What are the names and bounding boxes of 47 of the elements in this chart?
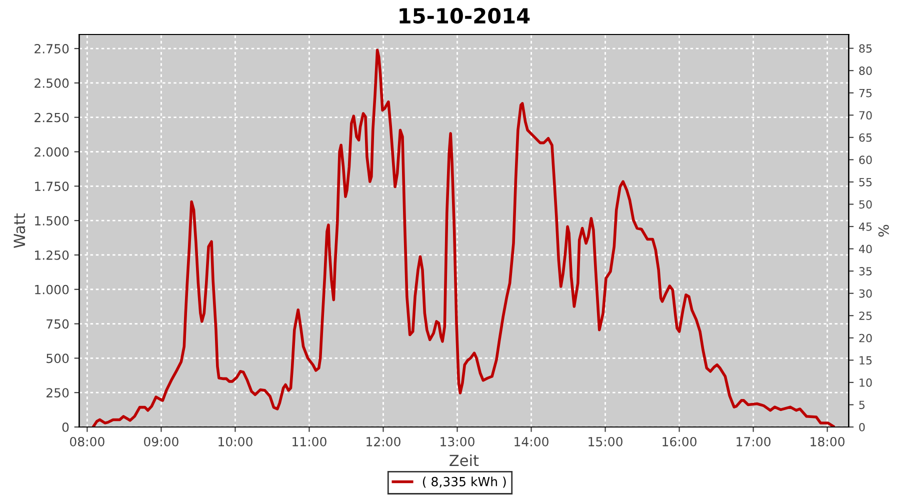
y-tick-label: 2.250: [34, 112, 69, 122]
chart-title: 15-10-2014: [400, 8, 530, 24]
y-tick-label: 1.500: [35, 216, 69, 226]
x-tick-label: 13:00: [440, 436, 474, 446]
y2-tick-label: 35: [859, 267, 872, 276]
x-tick-label: 18:00: [810, 436, 844, 446]
y-tick-label: 1.750: [35, 182, 69, 192]
y2-axis-title: %: [878, 224, 889, 237]
y-tick-label: 2.750: [34, 44, 69, 54]
x-tick-label: 15:00: [588, 436, 622, 446]
x-tick-label: 08:00: [70, 436, 104, 446]
y2-tick-label: 0: [859, 422, 865, 432]
y-tick-label: 1.000: [35, 284, 69, 294]
y-tick-label: 250: [46, 388, 69, 398]
y2-tick-label: 20: [859, 334, 872, 342]
x-tick-label: 11:00: [292, 436, 326, 446]
y2-tick-label: 10: [860, 378, 872, 387]
y2-tick-label: 85: [859, 44, 872, 53]
line-series: [92, 48, 835, 427]
x-tick-label: 16:00: [662, 436, 696, 446]
y2-tick-label: 70: [859, 111, 872, 120]
y2-tick-label: 65: [859, 133, 872, 142]
y2-tick-label: 40: [858, 244, 872, 254]
x-tick-label: 17:00: [736, 436, 770, 446]
legend-label: ( 8,335 kWh ): [422, 476, 506, 488]
y2-tick-label: 30: [859, 289, 872, 298]
y-axis-title: Watt: [14, 213, 26, 248]
y-tick-label: 1.250: [35, 250, 69, 260]
x-tick-label: 09:00: [144, 436, 178, 446]
y-tick-label: 500: [46, 354, 69, 364]
y2-tick-label: 60: [859, 156, 872, 164]
y2-tick-label: 55: [859, 178, 872, 186]
y2-tick-label: 15: [860, 356, 872, 365]
x-tick-label: 10:00: [218, 436, 252, 446]
y2-tick-label: 75: [859, 88, 872, 98]
y-tick-label: 2.500: [34, 78, 69, 88]
y2-tick-label: 25: [859, 312, 872, 320]
y2-tick-label: 45: [858, 222, 872, 231]
x-tick-label: 14:00: [514, 436, 548, 446]
y2-tick-label: 5: [859, 400, 865, 410]
y2-tick-label: 80: [859, 66, 872, 75]
y-tick-label: 750: [46, 319, 69, 329]
x-axis-title: Zeit: [450, 454, 479, 466]
y-tick-label: 2.000: [34, 147, 69, 157]
x-tick-label: 12:00: [366, 436, 400, 446]
y2-tick-label: 50: [859, 200, 872, 209]
y-tick-label: 0: [62, 422, 69, 432]
